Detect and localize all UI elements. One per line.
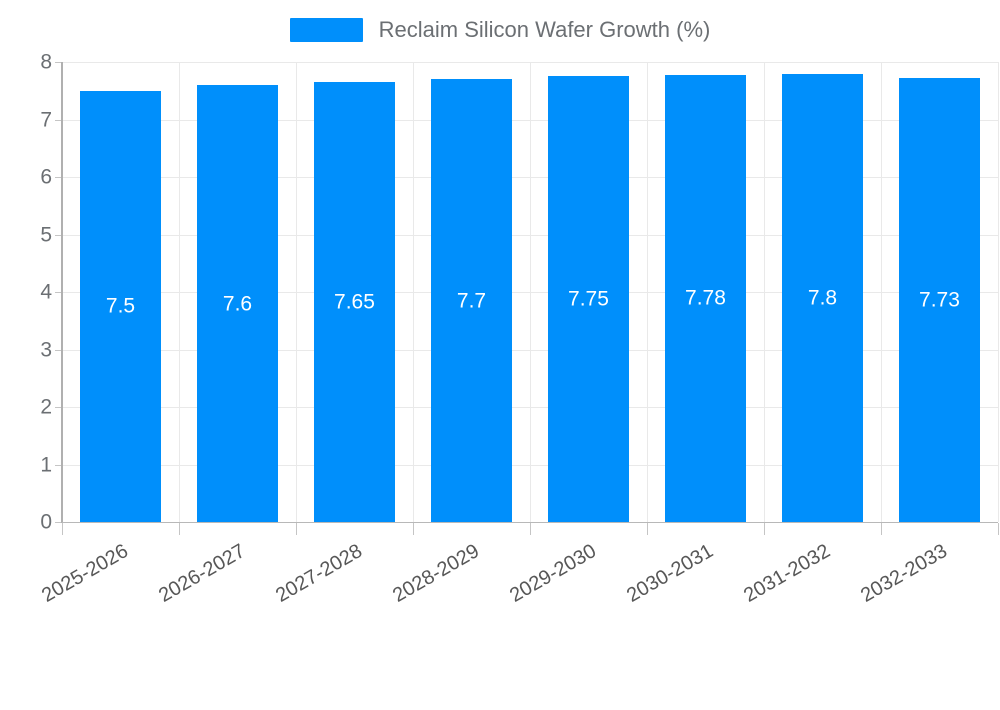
bar-value-label: 7.73 — [919, 288, 960, 312]
bar[interactable]: 7.5 — [80, 90, 161, 522]
bar[interactable]: 7.6 — [197, 85, 278, 522]
gridline-vertical — [179, 62, 180, 522]
y-axis-tick-mark — [55, 62, 62, 63]
bar-value-label: 7.65 — [334, 290, 375, 314]
x-axis-tick-mark — [62, 523, 63, 535]
chart-legend: Reclaim Silicon Wafer Growth (%) — [0, 8, 1000, 52]
x-axis-tick-mark — [296, 523, 297, 535]
x-axis-tick-mark — [413, 523, 414, 535]
gridline-vertical — [296, 62, 297, 522]
y-axis-tick-label: 5 — [40, 223, 52, 246]
y-axis-tick-mark — [55, 119, 62, 121]
x-axis-line — [62, 522, 998, 523]
y-axis-tick-label: 6 — [40, 165, 52, 189]
bar-value-label: 7.78 — [685, 286, 726, 310]
plot-area: 7.5 7.6 7.65 7.7 7.75 7.78 7.8 7.73 — [62, 62, 999, 523]
gridline-vertical — [647, 62, 648, 522]
x-axis-tick-mark — [998, 523, 999, 535]
y-axis-tick-mark — [55, 464, 62, 466]
y-axis-tick-mark — [55, 234, 62, 236]
y-axis-tick-label: 2 — [40, 395, 52, 419]
bar-chart: Reclaim Silicon Wafer Growth (%) 0 1 2 3 4 5 6… — [0, 0, 1000, 607]
x-axis-tick-mark — [764, 523, 765, 535]
bar[interactable]: 7.78 — [665, 74, 746, 522]
bar-value-label: 7.6 — [222, 292, 253, 315]
legend-label-reclaim-silicon-wafer-growth[interactable]: Reclaim Silicon Wafer Growth (%) — [378, 17, 711, 42]
bar-value-label: 7.5 — [105, 294, 136, 318]
y-axis-tick-mark — [55, 292, 62, 293]
y-axis-tick-mark — [55, 349, 62, 351]
y-axis-tick-labels: 0 1 2 3 4 5 6 7 8 — [0, 0, 62, 600]
x-axis-tick-mark — [179, 523, 180, 535]
y-axis-tick-label: 8 — [40, 50, 52, 74]
y-axis-tick-mark — [55, 177, 62, 178]
bar-value-label: 7.7 — [456, 289, 487, 313]
y-axis-tick-label: 4 — [40, 280, 52, 304]
y-axis-tick-mark — [55, 522, 62, 523]
gridline-vertical — [881, 62, 882, 522]
x-axis-tick-mark — [647, 523, 648, 535]
y-axis-line — [61, 62, 63, 523]
gridline-vertical — [764, 62, 765, 522]
bar[interactable]: 7.75 — [548, 76, 629, 522]
bar[interactable]: 7.65 — [314, 82, 395, 522]
y-axis-tick-label: 1 — [40, 453, 52, 476]
y-axis-tick-mark — [55, 407, 62, 408]
bar[interactable]: 7.73 — [899, 77, 980, 522]
x-axis-tick-mark — [530, 523, 531, 535]
gridline-vertical — [998, 62, 999, 522]
gridline-vertical — [413, 62, 414, 522]
bar[interactable]: 7.8 — [782, 73, 863, 522]
legend-swatch-icon[interactable] — [289, 18, 363, 42]
gridline-vertical — [530, 62, 531, 522]
bar-value-label: 7.75 — [568, 287, 609, 311]
x-axis-tick-mark — [881, 523, 882, 535]
bar-value-label: 7.8 — [807, 286, 838, 310]
y-axis-tick-label: 3 — [40, 338, 52, 361]
y-axis-tick-label: 7 — [40, 108, 52, 131]
y-axis-tick-label: 0 — [40, 510, 52, 534]
bar[interactable]: 7.7 — [431, 79, 512, 522]
